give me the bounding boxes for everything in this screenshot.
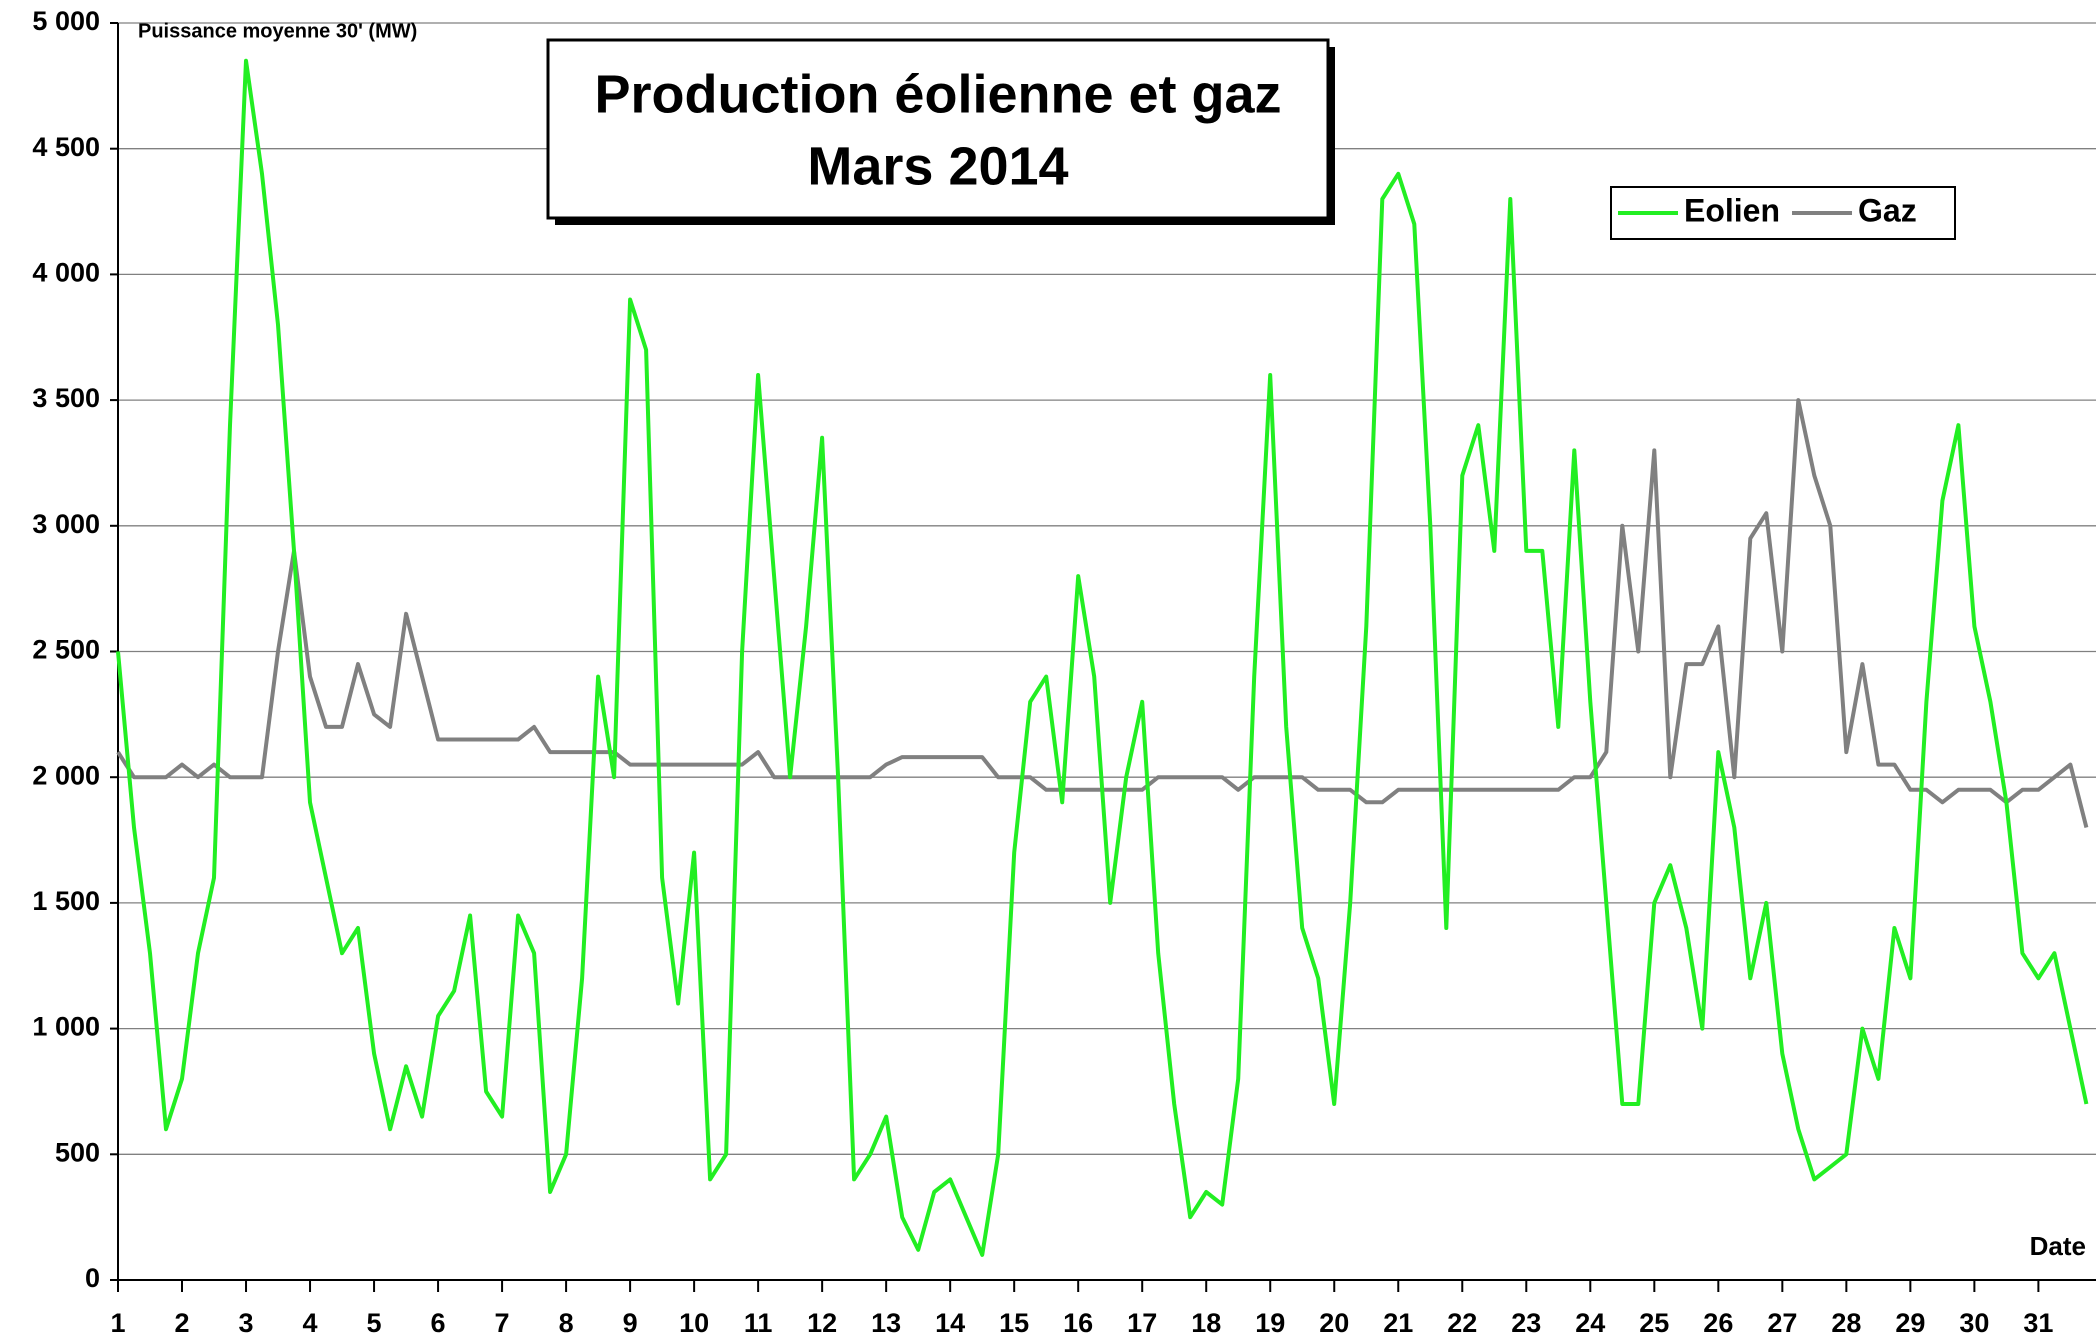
y-tick-label: 3 500 (32, 383, 100, 413)
x-tick-label: 17 (1127, 1308, 1157, 1338)
x-tick-label: 7 (495, 1308, 510, 1338)
title-box (546, 38, 1330, 220)
y-tick-label: 1 500 (32, 886, 100, 916)
legend-label: Eolien (1684, 192, 1780, 228)
y-tick-label: 4 500 (32, 132, 100, 162)
x-tick-label: 18 (1191, 1308, 1221, 1338)
x-tick-label: 23 (1511, 1308, 1541, 1338)
y-tick-label: 2 500 (32, 635, 100, 665)
x-tick-label: 22 (1447, 1308, 1477, 1338)
x-tick-label: 9 (623, 1308, 638, 1338)
x-tick-label: 12 (807, 1308, 837, 1338)
x-tick-label: 3 (239, 1308, 254, 1338)
x-tick-label: 30 (1959, 1308, 1989, 1338)
x-tick-label: 11 (744, 1308, 773, 1338)
x-axis-title: Date (2030, 1231, 2086, 1261)
x-tick-label: 31 (2023, 1308, 2053, 1338)
x-tick-label: 2 (174, 1308, 189, 1338)
x-tick-label: 6 (431, 1308, 446, 1338)
x-tick-label: 27 (1767, 1308, 1797, 1338)
y-tick-label: 2 000 (32, 760, 100, 790)
plot-area: 0 500 1 000 1 500 2 000 2 500 3 000 3 500 4 000 4… (32, 6, 2096, 1338)
x-tick-label: 10 (679, 1308, 709, 1338)
y-axis-title: Puissance moyenne 30' (MW) (138, 20, 417, 42)
y-tick-label: 5 000 (32, 6, 100, 36)
y-tick-label: 0 (85, 1263, 100, 1293)
x-tick-label: 26 (1703, 1308, 1733, 1338)
y-tick-label: 1 000 (32, 1012, 100, 1042)
x-tick-label: 29 (1895, 1308, 1925, 1338)
x-tick-label: 25 (1639, 1308, 1669, 1338)
legend: Eolien Gaz (1618, 192, 1917, 228)
x-tick-label: 20 (1319, 1308, 1349, 1338)
y-tick-label: 500 (55, 1137, 100, 1167)
x-tick-label: 4 (303, 1308, 318, 1338)
x-tick-label: 21 (1383, 1308, 1413, 1338)
x-tick-label: 13 (871, 1308, 901, 1338)
y-tick-label: 4 000 (32, 258, 100, 288)
x-tick-label: 19 (1255, 1308, 1285, 1338)
chart-title: Production éolienne et gaz (594, 64, 1281, 124)
y-tick-label: 3 000 (32, 509, 100, 539)
x-tick-label: 5 (367, 1308, 382, 1338)
series-line (116, 58, 2089, 1257)
x-tick-label: 15 (999, 1308, 1029, 1338)
legend-label: Gaz (1858, 192, 1917, 228)
x-tick-label: 1 (110, 1308, 125, 1338)
x-tick-label: 14 (935, 1308, 965, 1338)
x-tick-label: 28 (1831, 1308, 1861, 1338)
chart-subtitle: Mars 2014 (807, 136, 1068, 196)
x-tick-label: 8 (559, 1308, 574, 1338)
x-tick-label: 16 (1063, 1308, 1093, 1338)
x-tick-label: 24 (1575, 1308, 1605, 1338)
